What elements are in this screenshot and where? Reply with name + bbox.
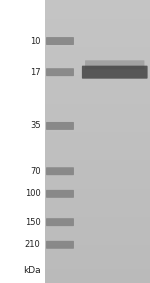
- FancyBboxPatch shape: [46, 68, 74, 76]
- Bar: [45, 184, 150, 189]
- Bar: [45, 80, 150, 85]
- FancyBboxPatch shape: [82, 66, 148, 79]
- Text: 100: 100: [25, 189, 40, 198]
- Bar: [45, 198, 150, 203]
- Bar: [45, 274, 150, 278]
- Bar: [45, 170, 150, 175]
- Bar: [45, 23, 150, 28]
- Bar: [45, 61, 150, 66]
- Bar: [45, 108, 150, 113]
- Bar: [45, 28, 150, 33]
- Bar: [45, 19, 150, 23]
- Bar: [45, 203, 150, 207]
- Bar: [45, 76, 150, 80]
- Bar: [45, 222, 150, 226]
- Bar: [45, 127, 150, 132]
- Bar: [45, 226, 150, 231]
- Bar: [45, 193, 150, 198]
- Bar: [45, 99, 150, 104]
- Text: 35: 35: [30, 121, 40, 130]
- Bar: [45, 236, 150, 241]
- Bar: [45, 146, 150, 151]
- Bar: [45, 5, 150, 9]
- Text: 17: 17: [30, 68, 40, 77]
- Bar: [45, 160, 150, 165]
- Bar: [45, 118, 150, 123]
- Bar: [45, 42, 150, 47]
- FancyBboxPatch shape: [46, 241, 74, 249]
- Bar: [45, 165, 150, 170]
- Bar: [45, 9, 150, 14]
- Bar: [45, 212, 150, 217]
- FancyBboxPatch shape: [46, 167, 74, 175]
- Bar: [45, 66, 150, 71]
- Bar: [45, 179, 150, 184]
- Bar: [45, 94, 150, 99]
- Bar: [45, 38, 150, 42]
- Bar: [45, 278, 150, 283]
- Bar: [45, 217, 150, 222]
- Bar: [45, 142, 150, 146]
- Text: 210: 210: [25, 240, 40, 249]
- Bar: [45, 189, 150, 193]
- FancyBboxPatch shape: [46, 190, 74, 198]
- Bar: [45, 85, 150, 90]
- Bar: [45, 255, 150, 260]
- FancyBboxPatch shape: [85, 60, 144, 69]
- Bar: [45, 250, 150, 255]
- Bar: [45, 123, 150, 127]
- Bar: [45, 260, 150, 264]
- Bar: [45, 90, 150, 94]
- Bar: [45, 231, 150, 236]
- Bar: [45, 241, 150, 245]
- Text: 150: 150: [25, 218, 40, 227]
- FancyBboxPatch shape: [46, 37, 74, 45]
- Bar: [45, 137, 150, 142]
- Bar: [45, 264, 150, 269]
- Bar: [45, 245, 150, 250]
- Text: 10: 10: [30, 37, 40, 46]
- Bar: [45, 151, 150, 156]
- FancyBboxPatch shape: [46, 218, 74, 226]
- Bar: [45, 269, 150, 274]
- FancyBboxPatch shape: [46, 122, 74, 130]
- Text: 70: 70: [30, 167, 40, 176]
- Bar: [45, 14, 150, 19]
- Bar: [45, 52, 150, 57]
- Bar: [45, 47, 150, 52]
- Bar: [45, 207, 150, 212]
- Text: kDa: kDa: [23, 266, 40, 275]
- Bar: [45, 57, 150, 61]
- Bar: [45, 71, 150, 76]
- Bar: [45, 113, 150, 118]
- Bar: [45, 175, 150, 179]
- Bar: [45, 132, 150, 137]
- Bar: [45, 0, 150, 283]
- Bar: [45, 33, 150, 38]
- Bar: [45, 104, 150, 108]
- Bar: [45, 156, 150, 160]
- Bar: [45, 0, 150, 5]
